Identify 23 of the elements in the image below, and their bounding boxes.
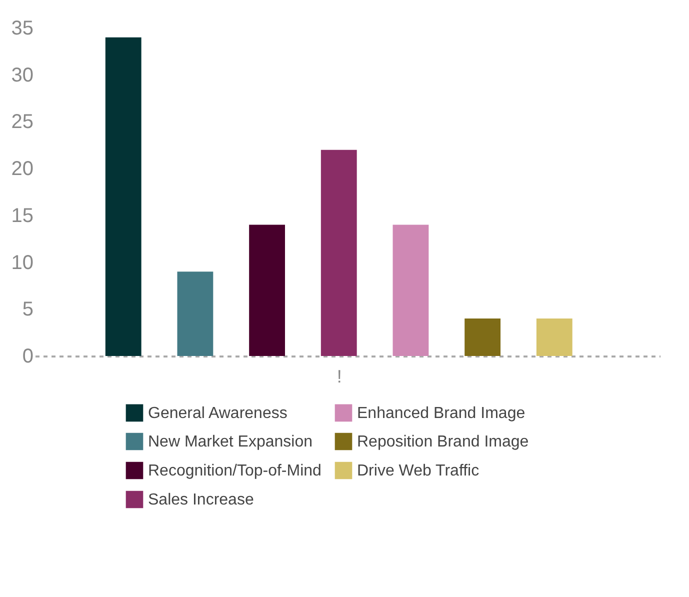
legend-label: Sales Increase [148, 492, 254, 508]
y-tick-label: 10 [11, 252, 34, 274]
y-tick-label: 5 [22, 298, 34, 321]
y-tick-label: 25 [11, 111, 34, 134]
bar [249, 224, 285, 356]
y-tick-label: 15 [11, 204, 34, 227]
y-tick-label: 0 [22, 346, 34, 368]
bar [105, 37, 142, 356]
bar [464, 318, 501, 356]
y-tick-label: 20 [11, 158, 34, 180]
bar [177, 272, 214, 356]
x-tick-label: ! [336, 366, 342, 386]
y-tick-label: 35 [11, 18, 34, 40]
legend-label: General Awareness [148, 404, 288, 422]
legend-label: Enhanced Brand Image [357, 404, 526, 422]
bar [392, 224, 429, 356]
legend-label: Reposition Brand Image [357, 434, 529, 450]
legend-label: New Market Expansion [148, 434, 313, 450]
bar [536, 318, 572, 356]
y-tick-label: 30 [11, 64, 34, 86]
legend-label: Recognition/Top-of-Mind [148, 462, 322, 480]
bar [320, 150, 357, 356]
legend-label: Drive Web Traffic [357, 462, 480, 480]
